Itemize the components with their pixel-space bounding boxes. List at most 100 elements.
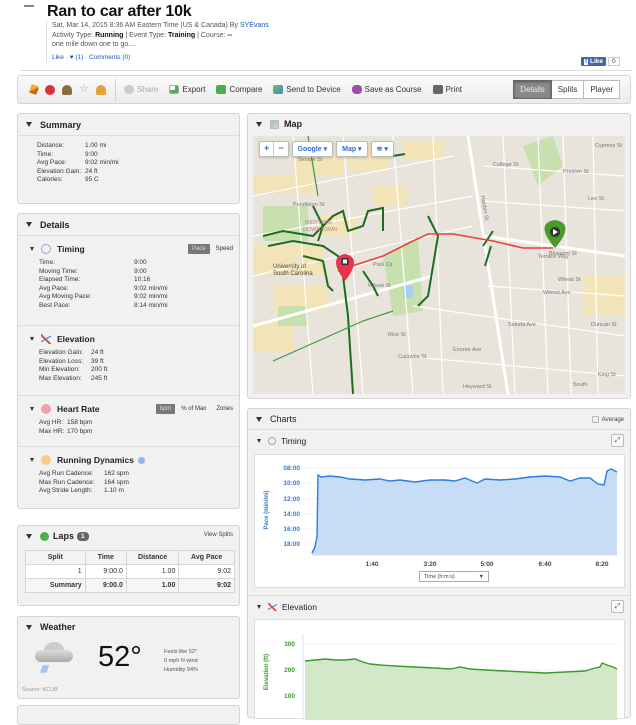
facebook-like-count: 0 (608, 57, 620, 66)
running-dynamics-header[interactable]: Running Dynamics (18, 453, 239, 467)
zoom-out-button[interactable]: − (273, 142, 287, 156)
event-type: Training (167, 31, 196, 39)
elevation-stats: Elevation Gain: 24 ft Elevation Loss: 39 f… (18, 346, 239, 383)
stat-value: 170 bpm (67, 427, 93, 435)
print-button[interactable]: Print (432, 85, 462, 94)
tab-splits[interactable]: Splits (551, 80, 585, 99)
collapse-triangle-icon (30, 337, 34, 341)
elevation-chart[interactable]: 300 200 100 Elevation (ft) (254, 619, 625, 720)
info-icon[interactable] (137, 456, 145, 464)
svg-text:Duncan St: Duncan St (591, 322, 617, 328)
stat-value: 1.10 m (104, 487, 124, 494)
column-header[interactable]: Time (84, 550, 127, 565)
timing-chart-title: Timing (281, 436, 307, 446)
weather-details: Feels like 52° 0 mph N wind Humidity 94% (164, 648, 198, 675)
table-row[interactable]: 1 9:00.0 1.00 9:02 (25, 564, 235, 579)
svg-text:14:00: 14:00 (283, 511, 300, 518)
like-link[interactable]: Like (52, 53, 64, 61)
timing-section: Timing Pace Speed Time: 9:00 Moving Time: 9… (18, 236, 239, 326)
stat-value: 39 ft (91, 357, 104, 365)
elevation-chart-header[interactable]: Elevation ⤢ (248, 595, 630, 617)
map-header[interactable]: Map (248, 114, 630, 134)
map-type-dropdown[interactable]: Map ▾ (336, 141, 368, 157)
send-to-device-button[interactable]: Send to Device (273, 85, 341, 94)
table-cell: 1.00 (125, 564, 180, 579)
stat-value: 9:02 min/mi (134, 293, 168, 300)
map-provider-dropdown[interactable]: Google ▾ (291, 141, 334, 157)
tab-player[interactable]: Player (584, 80, 620, 99)
layers-icon: ≋ ▾ (376, 146, 388, 153)
timing-chart-plot: 08:00 10:00 12:00 14:00 16:00 18:00 Pace (mi… (264, 465, 618, 568)
timing-stats: Time: 9:00 Moving Time: 9:00 Elapsed Time:… (18, 256, 239, 310)
elevation-header[interactable]: Elevation (18, 332, 239, 346)
timing-title: Timing (57, 244, 85, 254)
event-type-label: | Event Type: (123, 31, 168, 39)
column-header[interactable]: Avg Pace (178, 550, 235, 565)
stat-label: Max HR: (39, 427, 65, 435)
details-header[interactable]: Details (18, 214, 239, 236)
privacy-icon[interactable] (62, 84, 72, 95)
stat-label: Avg Run Cadence: (39, 470, 94, 477)
expand-chart-icon[interactable]: ⤢ (611, 434, 624, 447)
timing-chart[interactable]: 08:00 10:00 12:00 14:00 16:00 18:00 Pace (mi… (254, 454, 625, 588)
timing-header[interactable]: Timing (18, 242, 239, 256)
laps-header[interactable]: Laps 1 View Splits (18, 526, 239, 546)
activity-title[interactable]: Ran to car after 10k (47, 3, 192, 20)
average-label: Average (601, 416, 624, 423)
export-button[interactable]: Export (169, 85, 205, 94)
activity-date: Sat, Mar 14, 2015 8:36 AM Eastern Time (… (52, 22, 240, 29)
elevation-title: Elevation (57, 334, 95, 344)
expand-chart-icon[interactable]: ⤢ (611, 600, 624, 613)
tab-details[interactable]: Details (513, 80, 552, 99)
save-as-course-button[interactable]: Save as Course (351, 85, 422, 94)
x-axis-selector[interactable]: Time (h:m:s) ▼ (419, 571, 489, 582)
collapse-triangle-icon (30, 407, 34, 411)
map-canvas[interactable]: University of South Carolina MIDTOWN DOW… (253, 136, 625, 394)
running-dynamics-stats: Avg Run Cadence: 162 spm Max Run Cadence:… (18, 467, 239, 496)
collapse-triangle-icon (30, 247, 34, 251)
share-button[interactable]: Share (124, 85, 158, 94)
timing-chart-header[interactable]: Timing ⤢ (248, 430, 630, 452)
zoom-in-button[interactable]: + (264, 143, 270, 153)
compare-icon (216, 85, 227, 94)
edit-pencil-icon[interactable] (28, 83, 40, 96)
stat-value: 9:02 min/mi (85, 159, 119, 166)
bpm-toggle[interactable]: bpm (155, 404, 176, 414)
svg-text:12:00: 12:00 (283, 496, 300, 503)
zones-toggle[interactable]: Zones (216, 406, 233, 412)
compare-button[interactable]: Compare (216, 85, 262, 94)
weather-header[interactable]: Weather (18, 617, 239, 637)
map-type-label: Map ▾ (342, 146, 362, 153)
average-checkbox[interactable]: Average (591, 416, 624, 423)
stat-label: Time: (37, 150, 54, 158)
heart-rate-header[interactable]: Heart Rate (18, 402, 239, 416)
charts-panel: Charts Average Timing ⤢ 08:00 10:00 12:00 … (247, 408, 631, 720)
comments-link[interactable]: Comments (0) (89, 53, 131, 61)
delete-icon[interactable] (45, 84, 55, 95)
author-link[interactable]: SYEvans (239, 22, 269, 29)
map-layers-dropdown[interactable]: ≋ ▾ (370, 141, 394, 157)
likes-count[interactable]: · ♥ (1) · (65, 53, 88, 61)
stat-label: Avg Pace: (39, 284, 69, 292)
personal-record-icon[interactable] (96, 84, 106, 95)
favorite-star-icon[interactable]: ☆ (79, 82, 89, 95)
collapse-triangle-icon (26, 533, 32, 539)
stat-value: 158 bpm (67, 419, 93, 426)
svg-text:Senate St: Senate St (298, 157, 323, 163)
facebook-like: f Like 0 (581, 57, 620, 66)
export-icon (169, 85, 180, 94)
view-splits-link[interactable]: View Splits (203, 532, 233, 538)
summary-panel: Summary Distance: 1.00 mi Time: 9:00 Avg P… (17, 113, 240, 204)
pace-toggle[interactable]: Pace (187, 244, 210, 254)
facebook-like-button[interactable]: f Like (581, 57, 607, 66)
facebook-like-label: Like (590, 58, 604, 65)
speed-toggle[interactable]: Speed (215, 246, 233, 252)
facebook-icon: f (584, 58, 588, 65)
summary-header[interactable]: Summary (18, 114, 239, 136)
charts-header[interactable]: Charts Average (248, 409, 630, 430)
column-header[interactable]: Distance (125, 550, 180, 565)
percent-max-toggle[interactable]: % of Max (181, 406, 207, 412)
column-header[interactable]: Split (25, 550, 86, 565)
menu-handle-icon[interactable] (24, 5, 34, 7)
stat-value: 245 ft (91, 374, 108, 382)
